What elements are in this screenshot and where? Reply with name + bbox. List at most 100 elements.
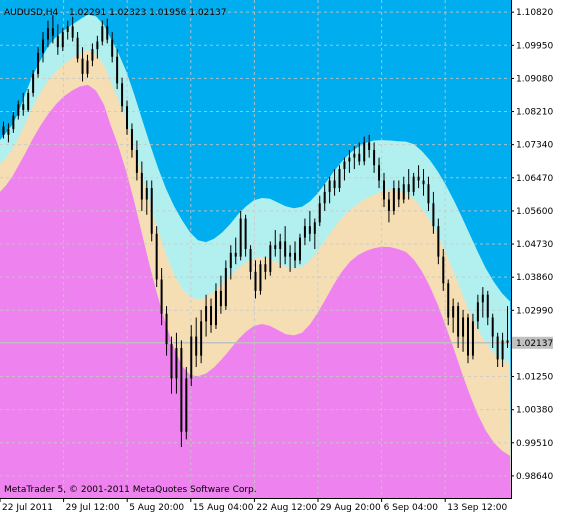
candle — [328, 176, 331, 204]
price-tick-label: 1.06470 — [516, 174, 553, 184]
symbol-title: AUDUSD,H4 — [4, 8, 59, 18]
candle — [81, 47, 84, 82]
candle-body — [447, 283, 450, 318]
candle-body — [462, 317, 465, 337]
time-tick-label: 15 Aug 04:00 — [193, 503, 254, 513]
candle — [160, 268, 163, 326]
candle — [412, 172, 415, 196]
candle-body — [348, 157, 351, 162]
candle-body — [457, 306, 460, 337]
candle — [165, 306, 168, 356]
candle — [323, 184, 326, 211]
ohlc-values: 1.02291 1.02323 1.01956 1.02137 — [69, 8, 226, 18]
candle — [2, 121, 5, 139]
candle — [284, 226, 287, 265]
candle-body — [76, 37, 79, 59]
candle-body — [37, 52, 40, 74]
price-tick-label: 1.03860 — [516, 273, 553, 283]
candle-body — [140, 172, 143, 200]
candle-body — [214, 290, 217, 326]
candle-body — [210, 306, 213, 326]
candle-body — [116, 56, 119, 84]
candle — [71, 16, 74, 42]
candle — [180, 340, 183, 447]
candle — [363, 136, 366, 166]
time-tick-label: 5 Aug 20:00 — [129, 503, 184, 513]
price-tick-label: 1.05600 — [516, 207, 553, 217]
candle-body — [466, 317, 469, 356]
candle-body — [338, 169, 341, 189]
candle — [12, 111, 15, 133]
candle — [170, 336, 173, 394]
candle — [135, 140, 138, 181]
price-tick-label: 1.01250 — [516, 373, 553, 383]
candle — [116, 49, 119, 90]
band-violet-area — [0, 84, 511, 499]
candle — [318, 195, 321, 227]
candle-body — [333, 180, 336, 189]
candle — [294, 241, 297, 269]
candle-body — [382, 180, 385, 200]
candle — [506, 306, 509, 348]
grid-lines — [0, 0, 511, 498]
time-tick-label: 22 Jul 2011 — [2, 503, 53, 513]
candle-body — [353, 153, 356, 158]
price-tick-label: 1.04730 — [516, 240, 553, 250]
candle-body — [313, 222, 316, 234]
candle-body — [427, 184, 430, 204]
candle — [501, 332, 504, 368]
candle — [269, 241, 272, 276]
candle — [111, 31, 114, 63]
candle-body — [91, 49, 94, 61]
candle — [368, 134, 371, 158]
candle-body — [96, 41, 99, 50]
candle-body — [219, 290, 222, 307]
candle — [462, 309, 465, 352]
candle-body — [170, 344, 173, 379]
candle — [343, 157, 346, 181]
candle — [214, 283, 217, 329]
candle-body — [51, 28, 54, 36]
candle — [457, 302, 460, 348]
candle-body — [269, 245, 272, 272]
candle — [37, 47, 40, 78]
candle — [402, 176, 405, 204]
candle-body — [229, 252, 232, 269]
candle — [298, 233, 301, 265]
candle — [353, 146, 356, 170]
candle — [422, 169, 425, 196]
candle — [205, 294, 208, 337]
candle — [91, 43, 94, 67]
candle-body — [234, 252, 237, 257]
candle-body — [155, 233, 158, 280]
candle — [437, 218, 440, 265]
time-tick-label: 29 Aug 20:00 — [320, 503, 381, 513]
candle-body — [150, 188, 153, 234]
candle-body — [239, 218, 242, 257]
candle-body — [46, 28, 49, 40]
candle-body — [195, 336, 198, 356]
candle-body — [190, 336, 193, 379]
candle — [387, 191, 390, 223]
price-tick-label: 1.02990 — [516, 306, 553, 316]
candle — [397, 180, 400, 208]
candle-body — [407, 184, 410, 192]
price-tick-label: 1.09950 — [516, 41, 553, 51]
candle — [264, 256, 267, 280]
candle-body — [7, 129, 10, 135]
candle-body — [224, 268, 227, 307]
candle-body — [496, 336, 499, 360]
candle-body — [328, 180, 331, 192]
candle-body — [2, 126, 5, 135]
candle-body — [264, 264, 267, 272]
candle-body — [378, 165, 381, 181]
candle — [101, 20, 104, 46]
price-tick-label: 0.99510 — [516, 439, 553, 449]
candle-body — [358, 153, 361, 162]
candle — [66, 20, 69, 40]
candle-body — [481, 294, 484, 303]
candle — [190, 325, 193, 387]
candle-body — [244, 218, 247, 249]
candle-body — [27, 92, 30, 111]
